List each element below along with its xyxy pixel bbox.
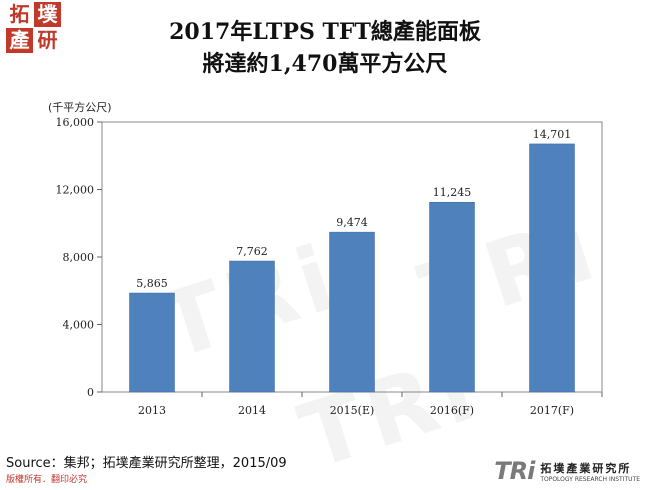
x-tick-label: 2013 <box>138 404 166 417</box>
chart-title-line2: 將達約1,470萬平方公尺 <box>202 51 448 77</box>
y-tick-label: 16,000 <box>56 116 95 129</box>
x-tick-label: 2015(E) <box>330 404 375 417</box>
data-label: 11,245 <box>433 186 472 199</box>
brand-mark: TRi <box>494 457 535 485</box>
data-label: 7,762 <box>236 245 268 258</box>
x-tick-label: 2016(F) <box>430 404 474 417</box>
bar <box>529 143 575 393</box>
y-tick-label: 8,000 <box>63 251 95 264</box>
bar <box>129 292 175 393</box>
bar-chart: (千平方公尺) 0 4,000 8,000 12,000 16,000 5,865 2013 7… <box>48 100 603 417</box>
logo-char: 墣 <box>34 2 61 27</box>
x-tick-label: 2017(F) <box>530 404 574 417</box>
source-note: Source：集邦；拓墣產業研究所整理，2015/09 <box>6 456 287 471</box>
bar <box>329 231 375 393</box>
data-label: 5,865 <box>136 277 168 290</box>
logo: 拓 墣 產 研 <box>6 2 62 54</box>
bar <box>229 260 275 393</box>
y-axis-label: (千平方公尺) <box>48 100 112 114</box>
logo-char: 研 <box>34 28 61 53</box>
copyright-note: 版權所有．翻印必究 <box>6 475 88 485</box>
chart-title-line1: 2017年LTPS TFT總產能面板 <box>169 19 481 45</box>
data-label: 9,474 <box>336 216 368 229</box>
y-tick-label: 12,000 <box>56 184 95 197</box>
bar <box>429 201 475 393</box>
x-tick-label: 2014 <box>238 404 266 417</box>
logo-char: 產 <box>6 28 33 53</box>
logo-char: 拓 <box>6 2 33 27</box>
data-label: 14,701 <box>533 128 572 141</box>
y-tick-label: 0 <box>87 386 94 399</box>
brand-name-en: TOPOLOGY RESEARCH INSTITUTE <box>540 475 640 483</box>
y-tick-label: 4,000 <box>63 319 95 332</box>
brand-name-cn: 拓墣產業研究所 <box>540 461 632 475</box>
brand-logo: TRi 拓墣產業研究所 TOPOLOGY RESEARCH INSTITUTE <box>494 457 640 485</box>
